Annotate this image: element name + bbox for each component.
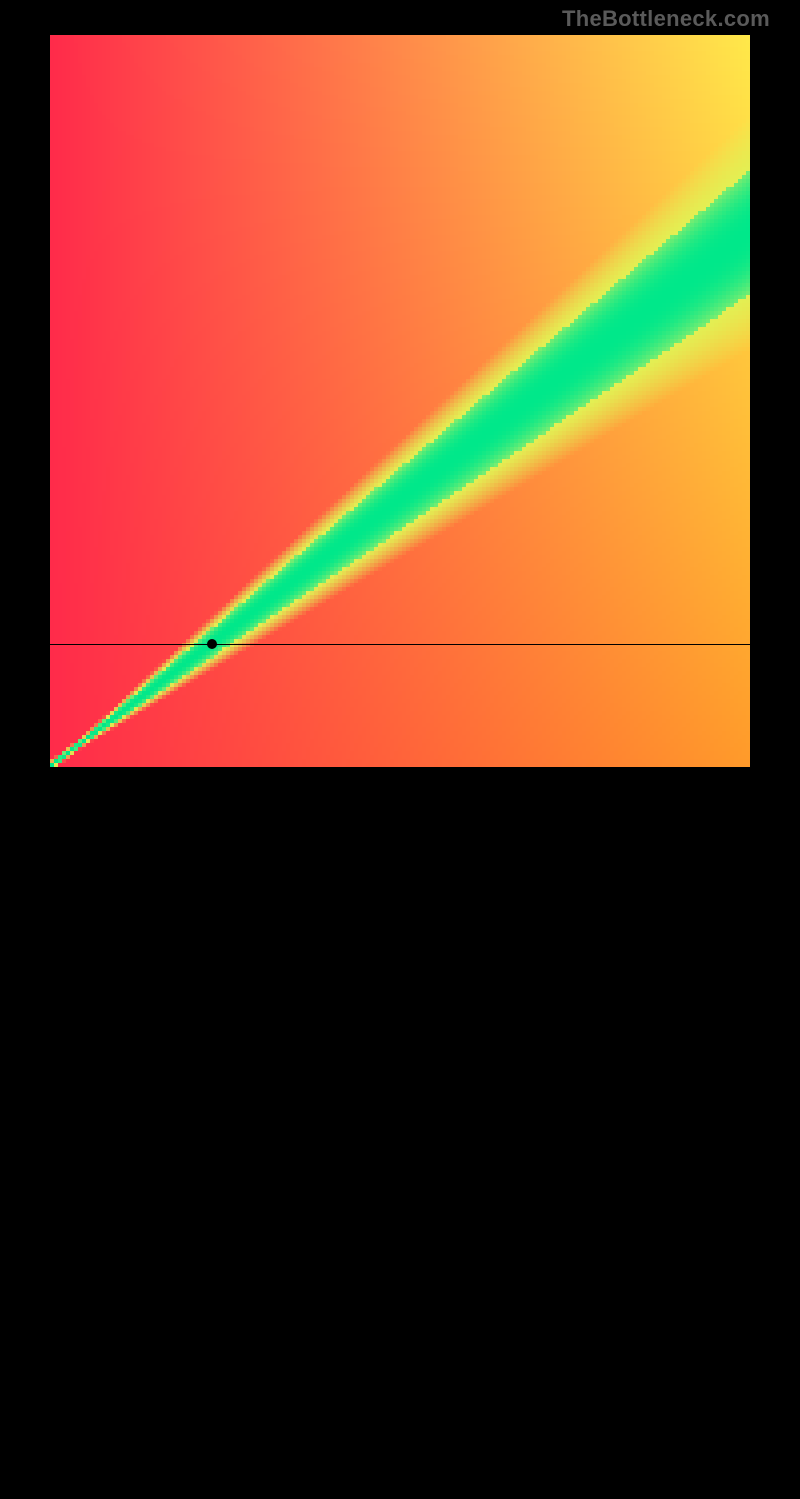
heatmap-plot	[50, 35, 750, 767]
crosshair-vertical	[212, 767, 213, 1499]
watermark-text: TheBottleneck.com	[562, 6, 770, 32]
heatmap-canvas	[50, 35, 750, 767]
crosshair-horizontal	[50, 644, 750, 645]
crosshair-marker	[207, 639, 217, 649]
